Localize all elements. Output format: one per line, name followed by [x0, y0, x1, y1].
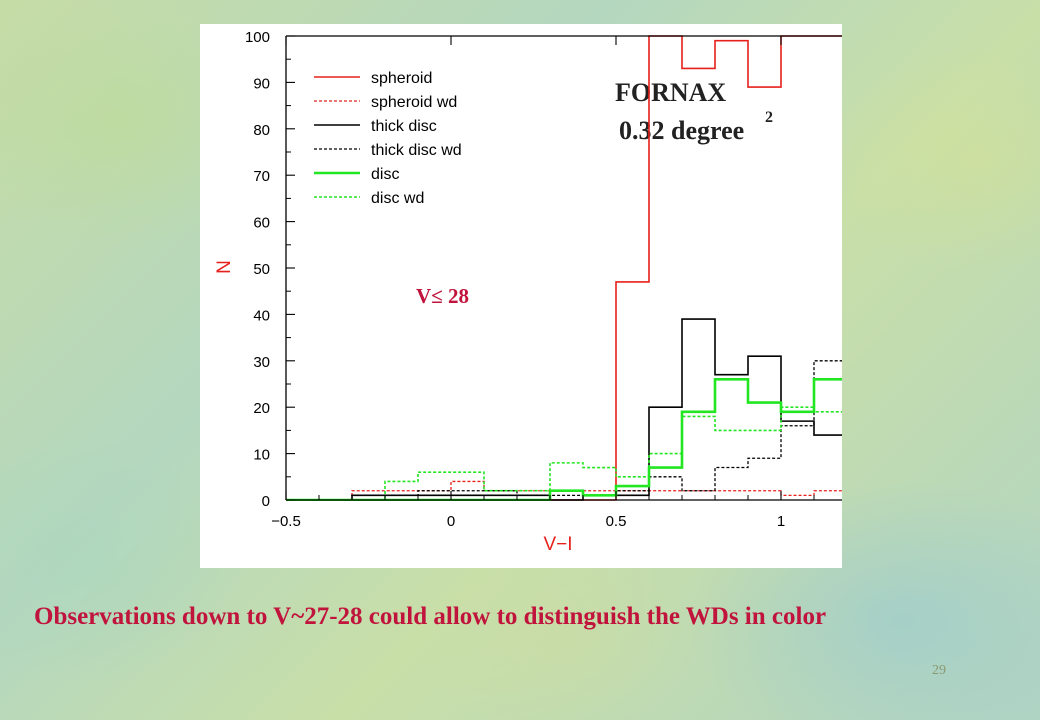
x-tick-label: 0.5: [606, 513, 627, 530]
series-line-spheroid: [286, 35, 842, 501]
x-tick-label: 1: [777, 513, 785, 530]
x-tick-label: 0: [447, 513, 455, 530]
y-tick-label: 90: [253, 75, 270, 92]
x-tick-label: −0.5: [271, 513, 301, 530]
y-tick-label: 10: [253, 447, 270, 464]
y-axis-label: N: [214, 260, 235, 274]
slide-caption: Observations down to V~27-28 could allow…: [34, 603, 827, 630]
y-tick-label: 70: [253, 168, 270, 185]
chart-title: FORNAX: [615, 78, 726, 107]
y-tick-label: 50: [253, 261, 270, 278]
y-tick-label: 80: [253, 122, 270, 139]
x-axis-label: V−I: [543, 534, 572, 555]
legend-label: thick disc: [371, 118, 437, 135]
histogram-chart: N V−I FORNAX 0.32 degree 2 V≤ 28 0 10 20 30…: [200, 24, 842, 568]
plot-area: [286, 35, 842, 501]
y-tick-label: 0: [262, 493, 270, 510]
y-tick-label: 30: [253, 354, 270, 371]
series-line-disc: [286, 378, 842, 501]
y-tick-label: 20: [253, 400, 270, 417]
legend-label: disc wd: [371, 190, 424, 207]
y-tick-label: 60: [253, 215, 270, 232]
series-line-thick-disc-wd: [286, 360, 842, 501]
y-tick-label: 40: [253, 307, 270, 324]
legend-label: thick disc wd: [371, 142, 462, 159]
series-line-thick-disc: [286, 318, 842, 501]
subtitle-superscript: 2: [765, 109, 773, 126]
series-line-disc-wd: [286, 406, 842, 501]
legend-label: spheroid: [371, 70, 432, 87]
chart-svg: N V−I FORNAX 0.32 degree 2 V≤ 28 0102030…: [214, 29, 842, 555]
chart-subtitle: 0.32 degree: [619, 116, 744, 145]
page-number: 29: [932, 663, 946, 678]
y-tick-label: 100: [245, 29, 270, 46]
legend-label: disc: [371, 166, 399, 183]
legend-label: spheroid wd: [371, 94, 457, 111]
magnitude-annotation: V≤ 28: [416, 284, 469, 308]
